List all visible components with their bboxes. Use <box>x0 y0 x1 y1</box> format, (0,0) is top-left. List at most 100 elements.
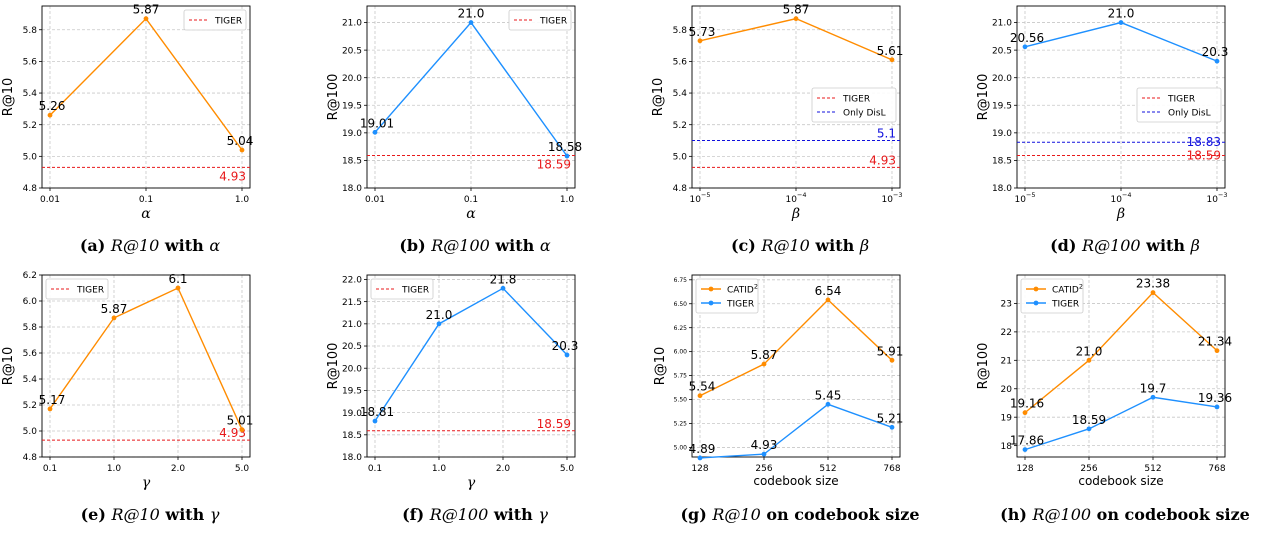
data-label: 5.73 <box>689 25 716 39</box>
y-axis-label: R@10 <box>1 78 16 117</box>
data-point <box>1022 44 1028 50</box>
y-axis-label: R@10 <box>653 347 668 386</box>
x-tick-label: 512 <box>1144 464 1161 474</box>
caption-part: with <box>159 236 210 255</box>
caption-part: (b) <box>399 236 432 255</box>
x-tick-label: 1.0 <box>235 195 250 205</box>
y-axis-label: R@100 <box>976 343 991 390</box>
data-label: 5.26 <box>39 99 66 113</box>
reference-value-label: 4.93 <box>869 153 896 167</box>
data-point <box>697 455 703 461</box>
y-axis-label: R@10 <box>1 347 16 386</box>
caption-part: codebook size <box>1124 505 1250 524</box>
caption-part: R@10 <box>111 505 160 524</box>
legend: CATID2 TIGER <box>695 278 759 314</box>
y-tick-label: 5.8 <box>23 323 38 333</box>
series-line <box>374 287 568 422</box>
plot-frame <box>41 274 251 458</box>
y-tick-label: 21 <box>1001 356 1012 366</box>
data-point <box>372 129 378 135</box>
y-tick-label: 5.4 <box>673 89 688 99</box>
caption-part: codebook size <box>794 505 920 524</box>
y-tick-label: 18.0 <box>992 184 1012 194</box>
chart-panel: 4.8 5.0 5.2 5.4 5.6 5.8 0.01 0.1 1.0 α R@10 4.93 5.2… <box>0 0 300 269</box>
chart-svg: 18 19 20 21 22 23 128 256 512 768 codebook size R@1… <box>976 274 1232 488</box>
y-tick-label: 5.6 <box>23 58 38 68</box>
caption-part: (e) <box>80 505 112 524</box>
data-point <box>697 38 703 44</box>
chart-panel: 18.0 18.5 19.0 19.5 20.0 20.5 21.0 21.5 22.0 0.1 1… <box>325 269 625 538</box>
y-tick-label: 5.75 <box>674 373 688 380</box>
figure-caption: (b) R@100 with α <box>325 236 625 255</box>
legend-label: TIGER <box>842 95 870 105</box>
caption-part: with <box>489 236 540 255</box>
y-tick-label: 6.75 <box>674 277 688 284</box>
x-tick-label: 10−3 <box>1207 191 1228 205</box>
y-tick-label: 20.0 <box>342 74 362 84</box>
data-point <box>1150 290 1156 296</box>
figure-caption: (d) R@100 with β <box>975 236 1275 255</box>
caption-part: with <box>809 236 860 255</box>
y-axis-label: R@10 <box>651 78 666 117</box>
y-tick-label: 5.8 <box>673 26 688 36</box>
caption-part: R@100 <box>431 236 490 255</box>
x-axis-label: β <box>1116 206 1125 222</box>
data-point <box>143 16 149 22</box>
x-tick-label: 512 <box>819 464 836 474</box>
caption-part: (a) <box>79 236 111 255</box>
legend-label: CATID2 <box>727 283 758 296</box>
data-label: 5.45 <box>815 388 842 402</box>
caption-part: (d) <box>1050 236 1083 255</box>
data-point <box>1214 404 1220 410</box>
chart-panel: 4.8 5.0 5.2 5.4 5.6 5.8 10−5 10−4 10−3 β R@10 4.93 5… <box>650 0 950 269</box>
data-point <box>372 418 378 424</box>
data-point <box>1022 410 1028 416</box>
data-point <box>1086 357 1092 363</box>
figure-caption: (f) R@100 with γ <box>325 505 625 524</box>
legend: TIGER Only DisL <box>1136 87 1222 123</box>
caption-part: γ <box>538 505 548 524</box>
y-tick-label: 19.0 <box>342 409 362 419</box>
figure-caption: (a) R@10 with α <box>0 236 300 255</box>
x-axis-label: γ <box>142 475 151 491</box>
x-tick-label: 768 <box>883 464 900 474</box>
y-tick-label: 20.0 <box>342 364 362 374</box>
data-point <box>111 315 117 321</box>
data-point <box>1118 20 1124 25</box>
caption-part: γ <box>209 505 220 524</box>
y-tick-label: 20 <box>1001 385 1013 395</box>
y-tick-label: 21.5 <box>342 298 362 308</box>
y-tick-label: 20.5 <box>342 342 362 352</box>
y-tick-label: 5.6 <box>673 58 688 68</box>
legend-label: TIGER <box>76 286 104 296</box>
data-label: 5.17 <box>39 393 66 407</box>
y-tick-label: 5.25 <box>674 421 688 428</box>
y-axis-label: R@100 <box>326 74 341 121</box>
caption-part: (c) <box>730 236 762 255</box>
data-point <box>564 352 570 358</box>
legend: TIGER <box>45 278 109 300</box>
data-point <box>47 406 53 412</box>
x-tick-label: 256 <box>755 464 772 474</box>
chart-svg: 18.0 18.5 19.0 19.5 20.0 20.5 21.0 21.5 22.0 0.1 1… <box>326 272 578 491</box>
data-label: 18.81 <box>360 405 394 419</box>
data-point <box>889 57 895 63</box>
y-tick-label: 5.8 <box>23 26 38 36</box>
data-label: 5.01 <box>227 414 254 428</box>
legend-label: TIGER <box>539 17 567 27</box>
plot-frame <box>366 274 576 458</box>
chart-svg: 18.0 18.5 19.0 19.5 20.0 20.5 21.0 10−5 10−4 10−3… <box>976 5 1228 222</box>
x-tick-label: 1.0 <box>560 195 575 205</box>
legend-label: CATID2 <box>1052 283 1083 296</box>
x-tick-label: 5.0 <box>235 464 250 474</box>
legend-marker <box>1033 300 1039 306</box>
caption-part: R@10 <box>761 236 810 255</box>
data-label: 20.56 <box>1010 31 1044 45</box>
chart-svg: 5.00 5.25 5.50 5.75 6.00 6.25 6.50 6.75 128 256 51… <box>653 274 903 488</box>
chart-svg: 4.8 5.0 5.2 5.4 5.6 5.8 10−5 10−4 10−3 β R@10 4.93 5… <box>651 3 903 222</box>
reference-value-label: 18.83 <box>1187 135 1221 149</box>
data-point <box>761 361 767 367</box>
x-axis-label: α <box>141 206 151 222</box>
x-tick-label: 10−5 <box>1015 191 1036 205</box>
legend-label: TIGER <box>1051 300 1079 310</box>
